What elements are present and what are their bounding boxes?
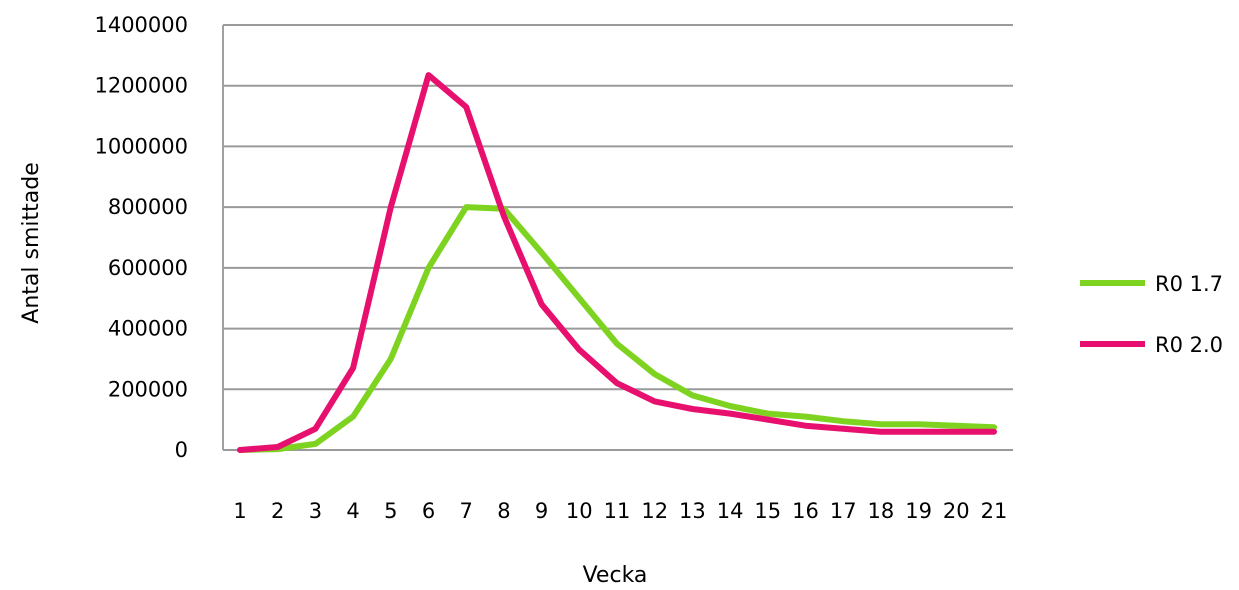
x-tick-label: 13 — [679, 499, 706, 523]
y-tick-labels: 0 200000 400000 600000 800000 1000000 1200000 1… — [94, 13, 188, 462]
y-tick-label: 1000000 — [94, 134, 188, 158]
x-tick-label: 21 — [981, 499, 1008, 523]
legend: R0 1.7 R0 2.0 — [1080, 272, 1223, 357]
series-lines — [237, 72, 997, 453]
y-tick-label: 400000 — [108, 317, 188, 341]
x-tick-label: 15 — [754, 499, 781, 523]
x-tick-label: 18 — [868, 499, 895, 523]
x-tick-label: 10 — [566, 499, 593, 523]
legend-label-r0-2-0: R0 2.0 — [1155, 333, 1223, 357]
x-tick-label: 8 — [497, 499, 510, 523]
y-tick-label: 200000 — [108, 377, 188, 401]
x-tick-labels: 1 2 3 4 5 6 7 8 9 10 11 12 13 14 15 16 17 18 19 20 21 — [233, 499, 1007, 523]
y-tick-label: 600000 — [108, 256, 188, 280]
x-tick-label: 17 — [830, 499, 857, 523]
x-tick-label: 14 — [717, 499, 744, 523]
series-line-r0-2-0 — [237, 72, 997, 453]
x-tick-label: 6 — [422, 499, 435, 523]
x-tick-label: 12 — [641, 499, 668, 523]
legend-item-r0-2-0: R0 2.0 — [1080, 333, 1223, 357]
legend-label-r0-1-7: R0 1.7 — [1155, 272, 1223, 296]
x-tick-label: 4 — [346, 499, 359, 523]
legend-item-r0-1-7: R0 1.7 — [1080, 272, 1223, 296]
x-tick-label: 2 — [271, 499, 284, 523]
x-axis-title: Vecka — [583, 563, 648, 588]
series-line-r0-1-7 — [237, 204, 997, 453]
x-tick-label: 5 — [384, 499, 397, 523]
y-axis-title: Antal smittade — [19, 162, 44, 323]
x-tick-label: 9 — [535, 499, 548, 523]
y-tick-label: 1400000 — [94, 13, 188, 37]
x-tick-label: 7 — [460, 499, 473, 523]
y-tick-label: 800000 — [108, 195, 188, 219]
x-tick-label: 16 — [792, 499, 819, 523]
x-tick-label: 3 — [309, 499, 322, 523]
x-tick-label: 19 — [905, 499, 932, 523]
y-tick-label: 1200000 — [94, 74, 188, 98]
y-tick-label: 0 — [175, 438, 188, 462]
x-tick-label: 20 — [943, 499, 970, 523]
x-tick-label: 11 — [604, 499, 631, 523]
x-tick-label: 1 — [233, 499, 246, 523]
gridlines — [223, 24, 1013, 451]
